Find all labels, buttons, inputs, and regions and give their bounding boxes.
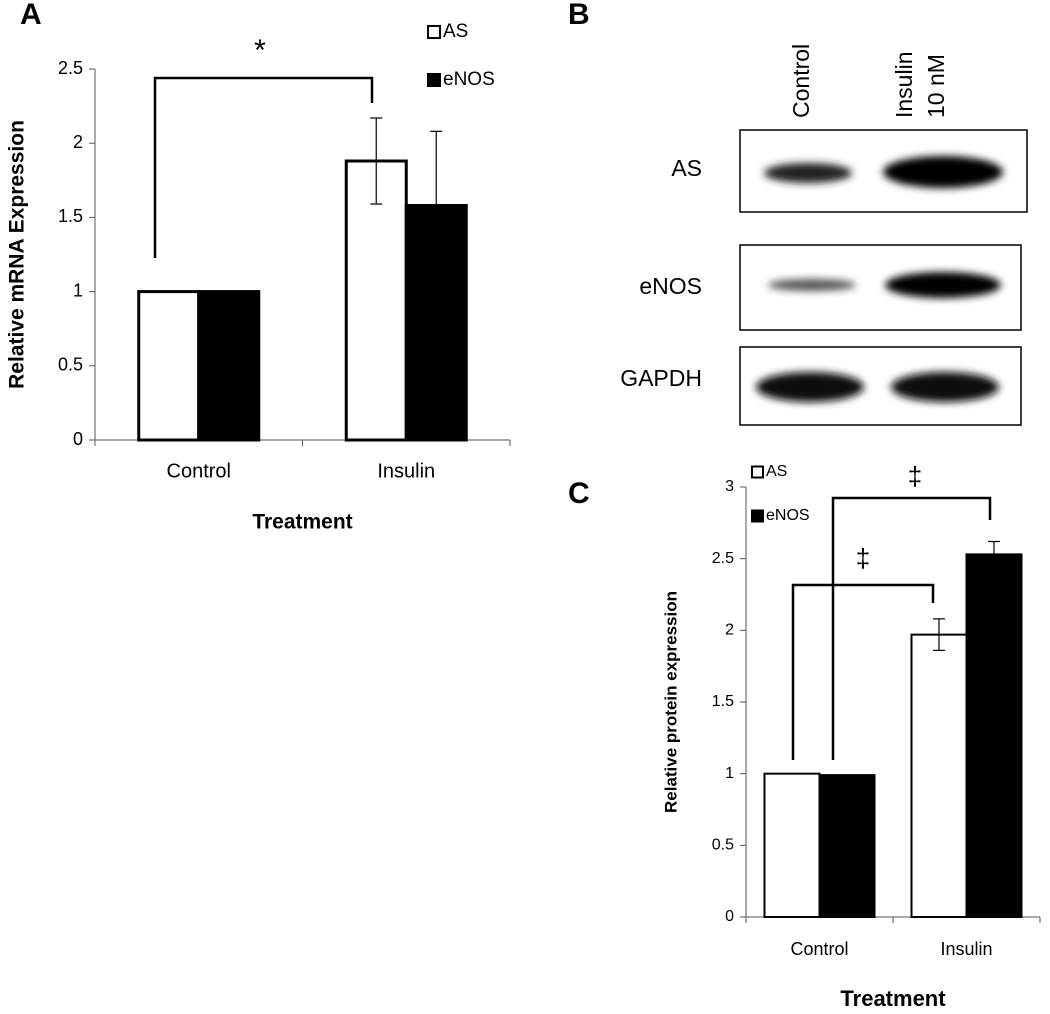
bar — [965, 553, 1023, 918]
legend-swatch — [751, 465, 764, 479]
legend-swatch — [751, 509, 764, 523]
panel-letter: B — [568, 0, 590, 31]
bar — [137, 290, 201, 442]
y-tick-label: 2.5 — [58, 58, 83, 78]
error-bar — [933, 618, 945, 652]
legend-label: AS — [443, 21, 468, 42]
legend-label: eNOS — [443, 69, 495, 90]
error-bar — [988, 540, 1000, 568]
blot-panel: B Control Insulin 10 nM AS eNOS GAPDH — [568, 0, 1028, 426]
bar — [197, 290, 261, 442]
panel-letter: A — [20, 0, 42, 31]
error-bar — [430, 130, 443, 281]
blot-column-label: 10 nM — [923, 54, 949, 118]
significance-marker: ‡ — [856, 543, 870, 573]
y-tick-label: 0.5 — [58, 355, 83, 375]
y-tick-label: 1.5 — [58, 206, 83, 226]
bar — [344, 159, 408, 442]
y-tick-label: 0 — [725, 908, 734, 925]
error-bar — [370, 117, 383, 205]
bar — [763, 772, 821, 919]
bar — [818, 774, 876, 918]
y-tick-label: 2 — [73, 132, 83, 152]
x-tick-label: Insulin — [940, 939, 992, 959]
blot-row-label: eNOS — [639, 273, 702, 299]
y-tick-label: 3 — [725, 478, 734, 495]
legend-swatch — [427, 25, 441, 39]
x-tick-label: Insulin — [377, 460, 435, 482]
y-tick-label: 2.5 — [712, 550, 734, 567]
significance-marker: * — [254, 34, 266, 67]
x-axis-title: Treatment — [840, 986, 946, 1011]
bar — [910, 633, 968, 919]
blot-band — [891, 372, 999, 402]
y-tick-label: 1 — [73, 280, 83, 300]
y-tick-label: 1 — [725, 765, 734, 782]
blot-row-label: GAPDH — [620, 365, 702, 391]
y-tick-label: 1.5 — [712, 693, 734, 710]
panel-letter: C — [568, 477, 590, 510]
blot-band — [756, 372, 864, 402]
significance-bracket — [791, 583, 935, 760]
blot-row-label: AS — [671, 155, 702, 181]
y-tick-label: 0 — [73, 429, 83, 449]
blot-band — [885, 272, 1001, 298]
significance-bracket — [153, 76, 374, 258]
blot-band — [764, 163, 852, 183]
blot-column-label: Insulin — [891, 52, 917, 118]
blot-band — [883, 156, 1003, 188]
legend-label: AS — [766, 463, 787, 480]
y-tick-label: 2 — [725, 622, 734, 639]
x-tick-label: Control — [790, 939, 848, 959]
blot-band — [768, 279, 856, 291]
y-axis-title: Relative mRNA Expression — [6, 120, 29, 389]
significance-bracket — [831, 496, 992, 760]
y-axis-title: Relative protein expression — [661, 591, 680, 813]
y-tick-label: 0.5 — [712, 837, 734, 854]
blot-column-label: Control — [788, 44, 814, 118]
legend-swatch — [427, 73, 441, 87]
legend-label: eNOS — [766, 507, 810, 524]
significance-marker: ‡ — [908, 461, 922, 491]
x-axis-title: Treatment — [252, 511, 352, 534]
x-tick-label: Control — [167, 460, 231, 482]
